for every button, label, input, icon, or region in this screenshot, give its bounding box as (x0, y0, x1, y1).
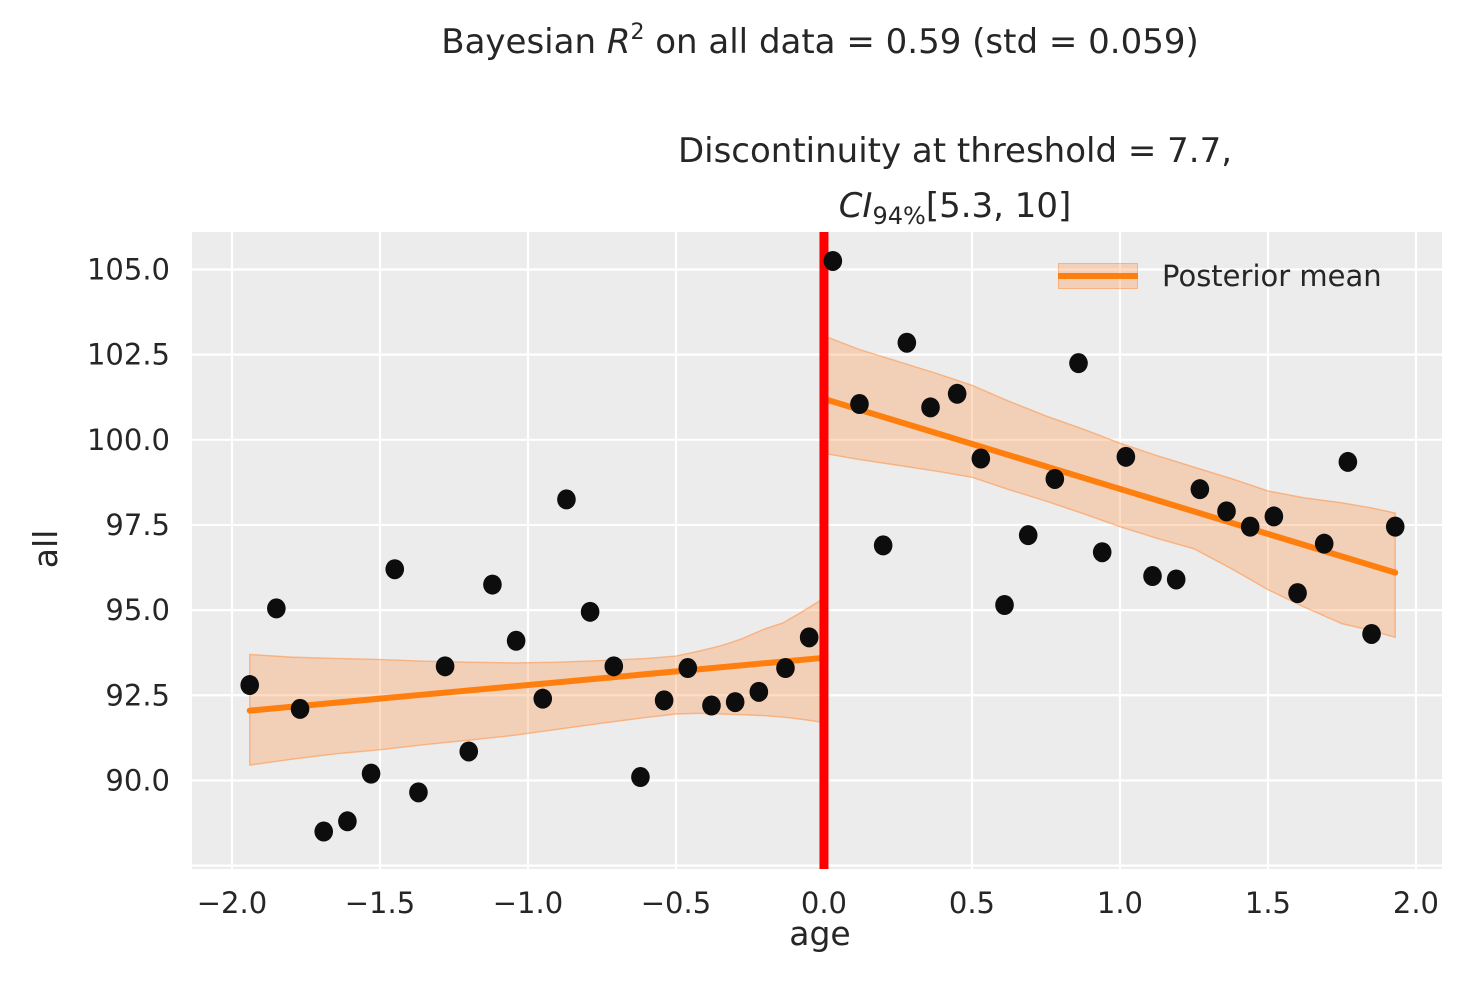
y-tick-label: 102.5 (87, 338, 170, 372)
scatter-point (240, 675, 260, 696)
y-tick-label: 105.0 (87, 252, 170, 286)
scatter-point (971, 448, 991, 469)
scatter-point (604, 656, 624, 677)
legend-label: Posterior mean (1162, 259, 1382, 293)
x-tick-labels: −2.0 −1.5 −1.0 −0.5 0.0 0.5 1.0 1.5 2.0 (197, 886, 1439, 920)
y-tick-label: 100.0 (87, 423, 170, 457)
y-tick-label: 92.5 (105, 678, 170, 712)
x-tick-label: 0.0 (801, 886, 847, 920)
scatter-point (654, 690, 674, 711)
x-axis-label: age (789, 914, 851, 953)
x-tick-label: 1.0 (1097, 886, 1143, 920)
scatter-points (240, 250, 1405, 842)
posterior-mean-line-right (820, 395, 1399, 576)
figure-title: Bayesian R2 on all data = 0.59 (std = 0.… (220, 20, 1420, 62)
scatter-point (702, 695, 721, 716)
axes-title-line2: CI94%[5.3, 10] (455, 179, 1455, 236)
scatter-point (557, 489, 576, 510)
scatter-point (506, 630, 526, 651)
scatter-point (1338, 451, 1358, 472)
scatter-point (873, 535, 893, 556)
scatter-point (1116, 446, 1136, 467)
scatter-point (483, 574, 502, 595)
y-tick-labels: 105.0 102.5 100.0 97.5 95.0 92.5 90.0 (87, 252, 170, 797)
scatter-point (314, 821, 334, 842)
scatter-point (409, 782, 428, 803)
ci-level: 94% (872, 202, 926, 231)
scatter-point (1069, 353, 1088, 374)
r-exponent: 2 (630, 20, 645, 45)
scatter-point (290, 698, 310, 719)
scatter-point (631, 767, 650, 788)
scatter-point (1385, 516, 1405, 537)
y-axis-label: all (26, 529, 65, 569)
scatter-point (776, 658, 795, 679)
scatter-point (1190, 479, 1210, 500)
scatter-point (1217, 501, 1236, 522)
legend-swatch-band (1058, 263, 1138, 289)
ci-symbol: CI (838, 186, 873, 227)
scatter-point (921, 397, 940, 418)
scatter-point (1018, 525, 1038, 546)
y-tick-label: 95.0 (105, 593, 170, 627)
scatter-point (1166, 569, 1186, 590)
scatter-point (1264, 506, 1284, 527)
scatter-point (1314, 533, 1334, 554)
axes-title-line1: Discontinuity at threshold = 7.7, (677, 131, 1233, 171)
r-symbol: R (606, 22, 631, 62)
scatter-point (897, 332, 917, 353)
scatter-point (995, 595, 1014, 616)
scatter-point (749, 681, 769, 702)
scatter-point (850, 394, 869, 415)
scatter-point (725, 692, 745, 713)
scatter-point (580, 601, 600, 622)
x-tick-label: 0.5 (949, 886, 995, 920)
y-tick-label: 97.5 (105, 508, 170, 542)
scatter-point (533, 688, 553, 709)
scatter-point (1288, 583, 1307, 604)
scatter-point (459, 741, 479, 762)
x-tick-label: 1.5 (1245, 886, 1291, 920)
posterior-mean-line-left (246, 654, 827, 714)
scatter-point (1362, 623, 1381, 644)
scatter-point (947, 383, 967, 404)
ci-interval: [5.3, 10] (925, 186, 1072, 227)
y-tick-label: 90.0 (105, 763, 170, 797)
figure-title-rest: on all data = 0.59 (std = 0.059) (644, 22, 1199, 62)
plot-background (192, 232, 1442, 869)
x-tick-label: −2.0 (197, 886, 267, 920)
scatter-point (1143, 566, 1162, 587)
scatter-point (799, 627, 819, 648)
x-tick-label: −0.5 (641, 886, 711, 920)
scatter-point (361, 763, 381, 784)
figure-title-text: Bayesian (441, 22, 607, 62)
scatter-point (435, 656, 455, 677)
scatter-point (267, 598, 286, 619)
x-tick-label: −1.0 (493, 886, 563, 920)
x-tick-label: −1.5 (345, 886, 415, 920)
scatter-point (1092, 542, 1112, 563)
scatter-point (1045, 468, 1065, 489)
legend-swatch-line (1058, 273, 1138, 279)
scatter-point (338, 811, 357, 832)
axes-title: Discontinuity at threshold = 7.7, CI94%[… (455, 124, 1455, 236)
scatter-point (823, 250, 843, 271)
scatter-point (1240, 516, 1260, 537)
scatter-point (678, 658, 698, 679)
x-tick-label: 2.0 (1393, 886, 1439, 920)
y-gridlines (192, 268, 1442, 867)
legend: Posterior mean (1058, 259, 1382, 293)
scatter-point (385, 559, 405, 580)
